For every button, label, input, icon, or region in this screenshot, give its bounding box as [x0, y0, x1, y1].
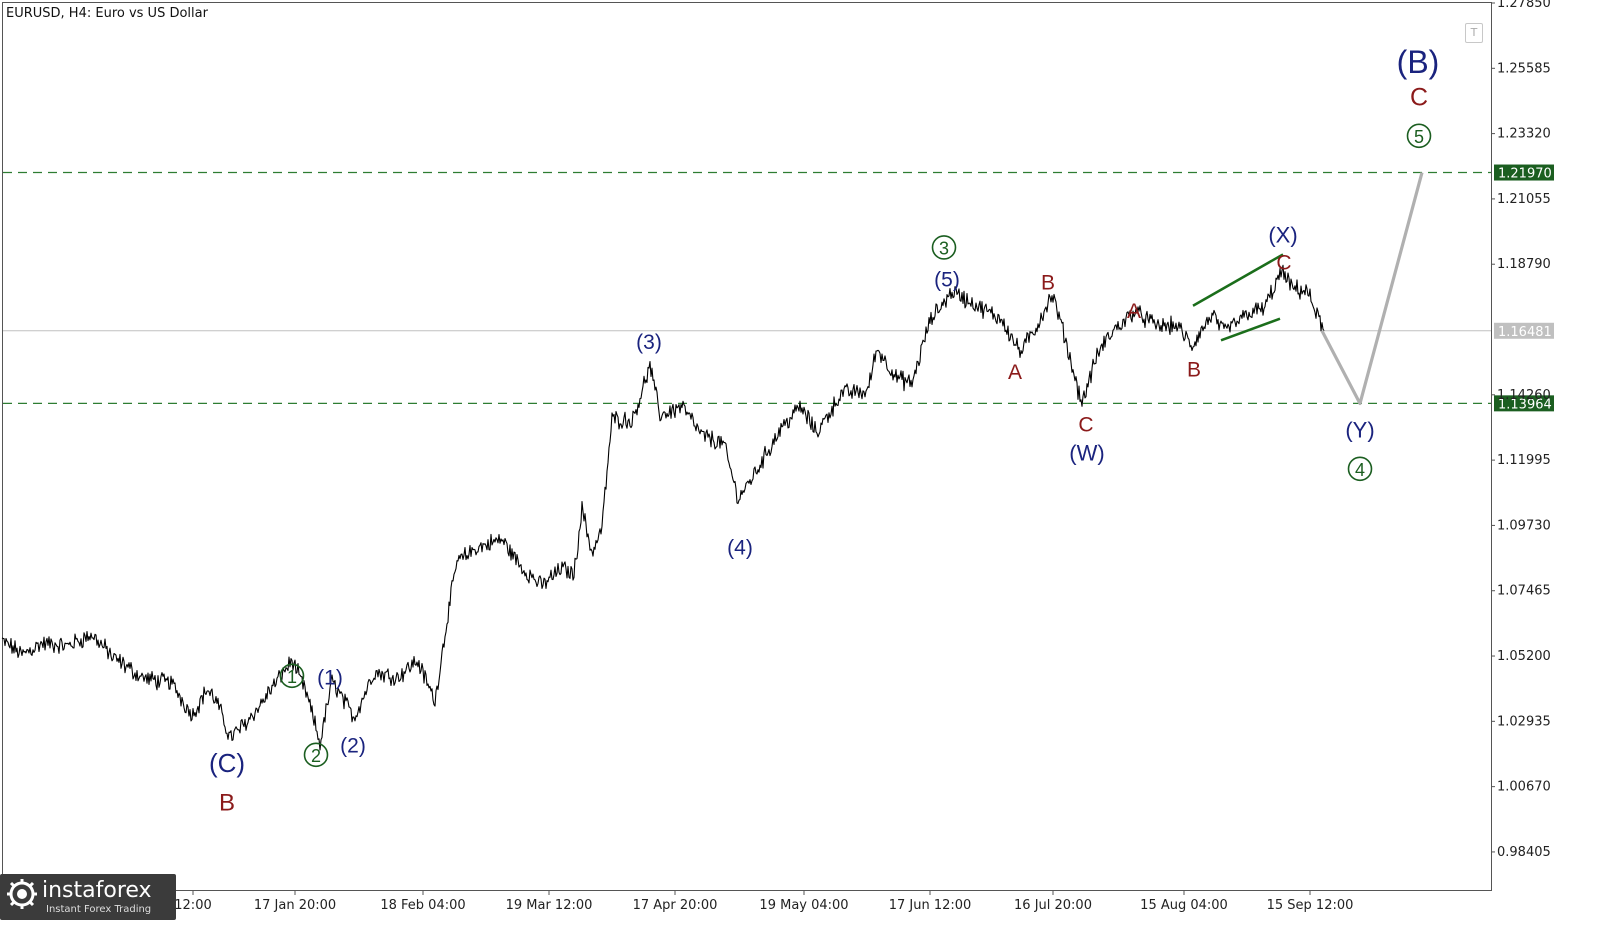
logo-name: instaforex [42, 878, 152, 903]
time-tick-label: 15 Sep 12:00 [1267, 898, 1354, 913]
level-price-tag-label: 1.21970 [1498, 167, 1552, 182]
time-tick-label: 17 Jan 20:00 [254, 898, 336, 913]
time-tick-label: 19 May 04:00 [759, 898, 848, 913]
price-tick-label: 0.98405 [1497, 845, 1551, 860]
time-tick-label: 18 Feb 04:00 [380, 898, 465, 913]
wave-label: (1) [317, 667, 343, 690]
wave-label: B [1041, 272, 1055, 295]
wave-circle-marker [931, 235, 957, 260]
wave-label: (Y) [1345, 417, 1374, 442]
time-tick-label: 16 Jul 20:00 [1014, 898, 1092, 913]
price-tick-label: 1.07465 [1497, 584, 1551, 599]
wave-label: (X) [1268, 223, 1297, 248]
price-line [1, 264, 1325, 751]
wave-circle-marker [303, 742, 329, 768]
price-tick-label: 1.02935 [1497, 714, 1551, 729]
wave-circle-marker [1406, 123, 1432, 149]
horizontal-levels: 1.21970 1.13964 1.16481 [3, 164, 1554, 412]
level-price-tag [1494, 164, 1554, 181]
price-tick-label: 1.14260 [1497, 388, 1551, 403]
forecast-path [1320, 172, 1424, 406]
price-tick-label: 1.09730 [1497, 518, 1551, 533]
price-tick-label: 1.27850 [1497, 0, 1551, 11]
wave-label: C [1276, 251, 1291, 274]
wave-label: (C) [209, 748, 245, 778]
wave-label: A [1008, 361, 1022, 384]
logo-subtitle: Instant Forex Trading [46, 904, 152, 915]
price-series [1, 264, 1325, 751]
price-tick-label: 1.21055 [1497, 192, 1551, 207]
wave-label: (5) [934, 268, 960, 291]
chart-title: EURUSD, H4: Euro vs US Dollar [6, 6, 209, 21]
triangle-channel-line [1192, 253, 1284, 307]
instaforex-logo: instaforex Instant Forex Trading [0, 874, 176, 920]
time-tick-label: 17 Jun 12:00 [889, 898, 972, 913]
price-tick-label: 1.23320 [1497, 127, 1551, 142]
time-axis: 12:00 17 Jan 20:00 18 Feb 04:00 19 Mar 12:0… [174, 891, 1353, 913]
price-tick-label: 1.18790 [1497, 257, 1551, 272]
triangle-channel-line [1220, 317, 1281, 342]
time-tick-label: 17 Apr 20:00 [633, 898, 718, 913]
wave-label: 5 [1414, 127, 1424, 147]
price-axis: 1.27850 1.25585 1.23320 1.21055 1.18790 1.142… [1491, 0, 1551, 860]
logo-gear-icon [7, 879, 37, 909]
wave-annotations: (C) B 1 (1) 2 (2) (3) (4) 3 (5) B A C (W) A B (X) C (Y) 4 (B… [209, 44, 1439, 817]
wave-label: 2 [311, 746, 321, 766]
current-price-tag [1494, 322, 1554, 339]
time-tick-label: 12:00 [174, 898, 211, 913]
current-price-tag-label: 1.16481 [1498, 325, 1552, 340]
wave-label: B [219, 790, 235, 817]
time-tick-label: 15 Aug 04:00 [1140, 898, 1228, 913]
wave-label: 3 [939, 238, 949, 258]
price-tick-label: 1.11995 [1497, 453, 1551, 468]
wave-circle-marker [279, 663, 305, 689]
wave-label: B [1187, 359, 1201, 382]
plot-frame [2, 2, 1492, 891]
wave-label: (B) [1397, 44, 1440, 80]
wave-label: (4) [727, 537, 753, 560]
wave-label: A [1127, 300, 1141, 323]
wave-label: (W) [1069, 441, 1104, 466]
price-tick-label: 1.05200 [1497, 649, 1551, 664]
wave-label: C [1078, 414, 1093, 437]
wave-label: 1 [287, 667, 297, 687]
wave-circle-marker [1347, 456, 1373, 482]
wave-label: (2) [340, 734, 366, 757]
level-price-tag [1494, 395, 1554, 412]
wave-label: C [1410, 83, 1428, 111]
level-price-tag-label: 1.13964 [1498, 397, 1552, 412]
text-tool-button[interactable]: T [1465, 23, 1483, 43]
wave-label: 4 [1355, 460, 1365, 480]
wave-label: (3) [636, 331, 662, 354]
price-tick-label: 1.00670 [1497, 780, 1551, 795]
price-tick-label: 1.25585 [1497, 61, 1551, 76]
time-tick-label: 19 Mar 12:00 [506, 898, 593, 913]
